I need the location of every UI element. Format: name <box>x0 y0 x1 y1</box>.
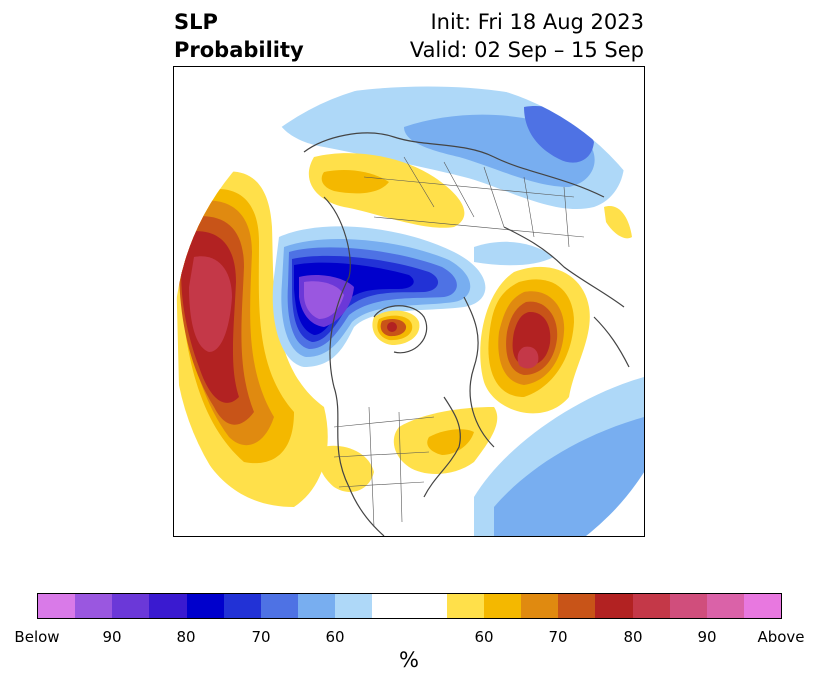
map-title: SLP Probability <box>174 8 304 64</box>
title-type: Probability <box>174 38 304 62</box>
probability-colorbar <box>37 593 782 619</box>
colorbar-swatch <box>260 594 299 618</box>
colorbar-swatch <box>298 594 336 618</box>
colorbar-tick-label: 90 <box>697 628 717 646</box>
colorbar-tick-label: 90 <box>102 628 122 646</box>
init-date: Init: Fri 18 Aug 2023 <box>430 10 644 34</box>
colorbar-swatch <box>706 594 744 618</box>
map-dates: Init: Fri 18 Aug 2023 Valid: 02 Sep – 15… <box>410 8 644 64</box>
valid-period: Valid: 02 Sep – 15 Sep <box>409 38 644 62</box>
colorbar-tick-label: 70 <box>548 628 568 646</box>
atlantic-positive-anomaly <box>480 266 590 414</box>
colorbar-swatch <box>372 594 410 618</box>
pacific-positive-anomaly <box>174 171 328 507</box>
eurasia-positive-anomaly <box>308 153 632 239</box>
atlantic-negative-anomaly <box>474 241 644 536</box>
colorbar-swatch <box>595 594 633 618</box>
colorbar-swatch <box>38 594 76 618</box>
colorbar-swatch <box>558 594 596 618</box>
colorbar-swatch <box>521 594 559 618</box>
colorbar-swatch <box>446 594 484 618</box>
colorbar-swatch <box>632 594 670 618</box>
hudson-positive-anomaly <box>372 310 420 345</box>
colorbar-swatch <box>409 594 447 618</box>
political-borders <box>333 156 585 528</box>
colorbar-swatch <box>186 594 224 618</box>
forecast-map <box>173 66 645 537</box>
colorbar-swatch <box>335 594 373 618</box>
colorbar-swatch <box>112 594 150 618</box>
colorbar-tick-label: 60 <box>325 628 345 646</box>
eastus-positive-anomaly <box>318 407 498 492</box>
colorbar-tick-label: 80 <box>623 628 643 646</box>
colorbar-tick-label: Above <box>757 628 805 646</box>
colorbar-tick-label: 80 <box>176 628 196 646</box>
colorbar-swatch <box>223 594 261 618</box>
coastlines <box>303 132 630 536</box>
arctic-negative-anomaly <box>274 86 625 210</box>
colorbar-tick-label: 70 <box>251 628 271 646</box>
canada-negative-anomaly <box>272 226 486 367</box>
colorbar-tick-label: Below <box>14 628 60 646</box>
colorbar-swatch <box>669 594 707 618</box>
colorbar-swatch <box>149 594 187 618</box>
colorbar-swatch <box>483 594 522 618</box>
colorbar-swatch <box>75 594 113 618</box>
colorbar-unit-label: % <box>399 648 419 672</box>
colorbar-tick-label: 60 <box>474 628 494 646</box>
colorbar-swatch <box>743 594 782 618</box>
title-variable: SLP <box>174 10 218 34</box>
probability-field <box>174 80 644 536</box>
